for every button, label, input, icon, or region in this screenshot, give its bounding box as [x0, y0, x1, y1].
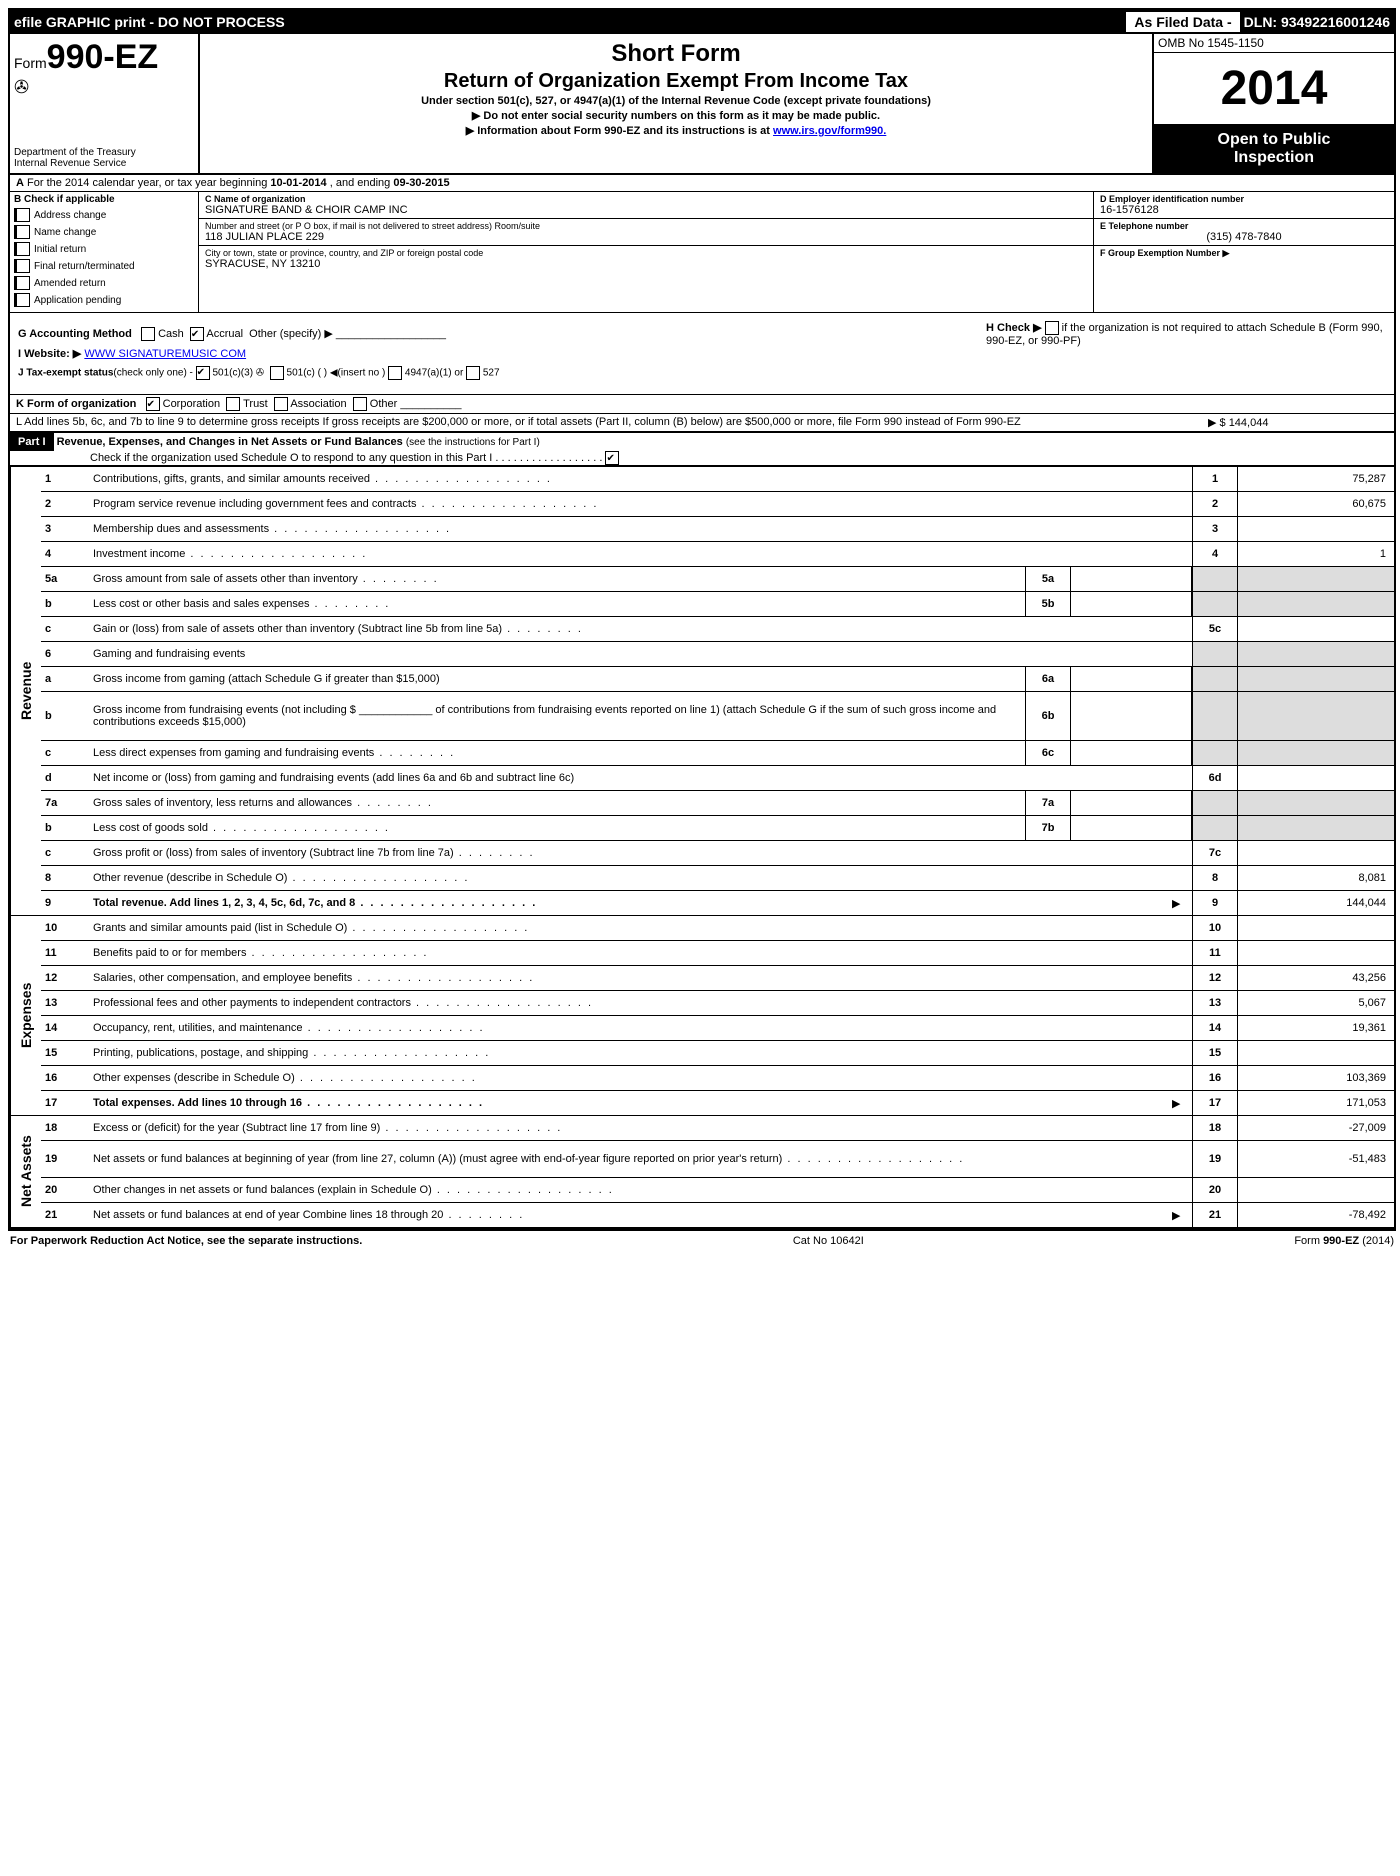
form-number: Form990-EZ ✇ [14, 38, 194, 98]
form-subtitle: Under section 501(c), 527, or 4947(a)(1)… [208, 95, 1144, 107]
org-name: SIGNATURE BAND & CHOIR CAMP INC [205, 204, 1087, 216]
line-k: K Form of organization Corporation Trust… [10, 394, 1394, 414]
checkbox-name-change[interactable] [14, 225, 30, 239]
checkbox-association[interactable] [274, 397, 288, 411]
expenses-label: Expenses [10, 916, 41, 1115]
checkbox-schedule-o[interactable] [605, 451, 619, 465]
amount-7c [1237, 841, 1394, 865]
phone-value: (315) 478-7840 [1100, 231, 1388, 243]
checkbox-4947[interactable] [388, 366, 402, 380]
irs-link[interactable]: www.irs.gov/form990. [773, 125, 886, 137]
line-j: J Tax-exempt status(check only one) - 50… [18, 366, 970, 380]
amount-12: 43,256 [1237, 966, 1394, 990]
amount-2: 60,675 [1237, 492, 1394, 516]
warning-2: ▶ Information about Form 990-EZ and its … [208, 124, 1144, 137]
form-title: Return of Organization Exempt From Incom… [208, 70, 1144, 93]
amount-4: 1 [1237, 542, 1394, 566]
net-assets-label: Net Assets [10, 1116, 41, 1227]
checkbox-corporation[interactable] [146, 397, 160, 411]
amount-17: 171,053 [1237, 1091, 1394, 1115]
footer-mid: Cat No 10642I [793, 1235, 864, 1247]
amount-8: 8,081 [1237, 866, 1394, 890]
as-filed-label: As Filed Data - [1126, 12, 1239, 32]
amount-18: -27,009 [1237, 1116, 1394, 1140]
open-public-label: Open to Public Inspection [1154, 125, 1394, 173]
amount-3 [1237, 517, 1394, 541]
col-c-org-info: C Name of organization SIGNATURE BAND & … [199, 192, 1093, 312]
line-h: H Check ▶ if the organization is not req… [986, 321, 1386, 347]
ein-value: 16-1576128 [1100, 204, 1388, 216]
amount-15 [1237, 1041, 1394, 1065]
part-1-header: Part I Revenue, Expenses, and Changes in… [10, 432, 1394, 467]
checkbox-application-pending[interactable] [14, 293, 30, 307]
checkbox-501c[interactable] [270, 366, 284, 380]
amount-14: 19,361 [1237, 1016, 1394, 1040]
dln-label: DLN: 93492216001246 [1244, 14, 1390, 30]
row-a: A For the 2014 calendar year, or tax yea… [10, 175, 1394, 192]
footer-left: For Paperwork Reduction Act Notice, see … [10, 1235, 362, 1247]
line-g: G Accounting Method Cash Accrual Other (… [18, 327, 970, 341]
form-container: efile GRAPHIC print - DO NOT PROCESS As … [8, 8, 1396, 1231]
checkbox-527[interactable] [466, 366, 480, 380]
revenue-label: Revenue [10, 467, 41, 915]
treasury-label: Department of the Treasury Internal Reve… [14, 147, 194, 169]
amount-13: 5,067 [1237, 991, 1394, 1015]
short-form-title: Short Form [208, 40, 1144, 68]
checkbox-501c3[interactable] [196, 366, 210, 380]
header-row: Form990-EZ ✇ Department of the Treasury … [10, 34, 1394, 175]
checkbox-accrual[interactable] [190, 327, 204, 341]
amount-16: 103,369 [1237, 1066, 1394, 1090]
amount-11 [1237, 941, 1394, 965]
checkbox-other-org[interactable] [353, 397, 367, 411]
footer: For Paperwork Reduction Act Notice, see … [8, 1231, 1396, 1251]
col-d-ids: D Employer identification number 16-1576… [1093, 192, 1394, 312]
section-b: B Check if applicable Address change Nam… [10, 192, 1394, 313]
checkbox-schedule-b[interactable] [1045, 321, 1059, 335]
checkbox-trust[interactable] [226, 397, 240, 411]
line-i: I Website: ▶ WWW SIGNATUREMUSIC COM [18, 347, 970, 360]
checkbox-amended-return[interactable] [14, 276, 30, 290]
gross-receipts-amount: ▶ $ 144,044 [1208, 416, 1388, 429]
checkbox-cash[interactable] [141, 327, 155, 341]
amount-10 [1237, 916, 1394, 940]
amount-6d [1237, 766, 1394, 790]
website-link[interactable]: WWW SIGNATUREMUSIC COM [84, 348, 246, 360]
top-bar: efile GRAPHIC print - DO NOT PROCESS As … [10, 10, 1394, 34]
org-street: 118 JULIAN PLACE 229 [205, 231, 1087, 243]
amount-5c [1237, 617, 1394, 641]
middle-block: G Accounting Method Cash Accrual Other (… [10, 313, 1394, 394]
footer-right: Form 990-EZ (2014) [1294, 1235, 1394, 1247]
amount-21: -78,492 [1237, 1203, 1394, 1227]
amount-1: 75,287 [1237, 467, 1394, 491]
amount-19: -51,483 [1237, 1141, 1394, 1177]
checkbox-initial-return[interactable] [14, 242, 30, 256]
header-mid: Short Form Return of Organization Exempt… [200, 34, 1152, 173]
group-exemption-label: F Group Exemption Number ▶ [1100, 248, 1388, 259]
org-city: SYRACUSE, NY 13210 [205, 258, 1087, 270]
middle-right: H Check ▶ if the organization is not req… [978, 313, 1394, 394]
tax-year: 2014 [1154, 53, 1394, 125]
warning-1: ▶ Do not enter social security numbers o… [208, 109, 1144, 122]
amount-20 [1237, 1178, 1394, 1202]
expenses-section: Expenses 10Grants and similar amounts pa… [10, 916, 1394, 1116]
col-b-checkboxes: B Check if applicable Address change Nam… [10, 192, 199, 312]
efile-label: efile GRAPHIC print - DO NOT PROCESS [14, 14, 1122, 30]
revenue-section: Revenue 1Contributions, gifts, grants, a… [10, 467, 1394, 916]
line-l: L Add lines 5b, 6c, and 7b to line 9 to … [10, 414, 1394, 432]
omb-number: OMB No 1545-1150 [1154, 34, 1394, 53]
middle-left: G Accounting Method Cash Accrual Other (… [10, 313, 978, 394]
header-right: OMB No 1545-1150 2014 Open to Public Ins… [1152, 34, 1394, 173]
checkbox-final-return[interactable] [14, 259, 30, 273]
amount-9: 144,044 [1237, 891, 1394, 915]
header-left: Form990-EZ ✇ Department of the Treasury … [10, 34, 200, 173]
checkbox-address-change[interactable] [14, 208, 30, 222]
net-assets-section: Net Assets 18Excess or (deficit) for the… [10, 1116, 1394, 1229]
